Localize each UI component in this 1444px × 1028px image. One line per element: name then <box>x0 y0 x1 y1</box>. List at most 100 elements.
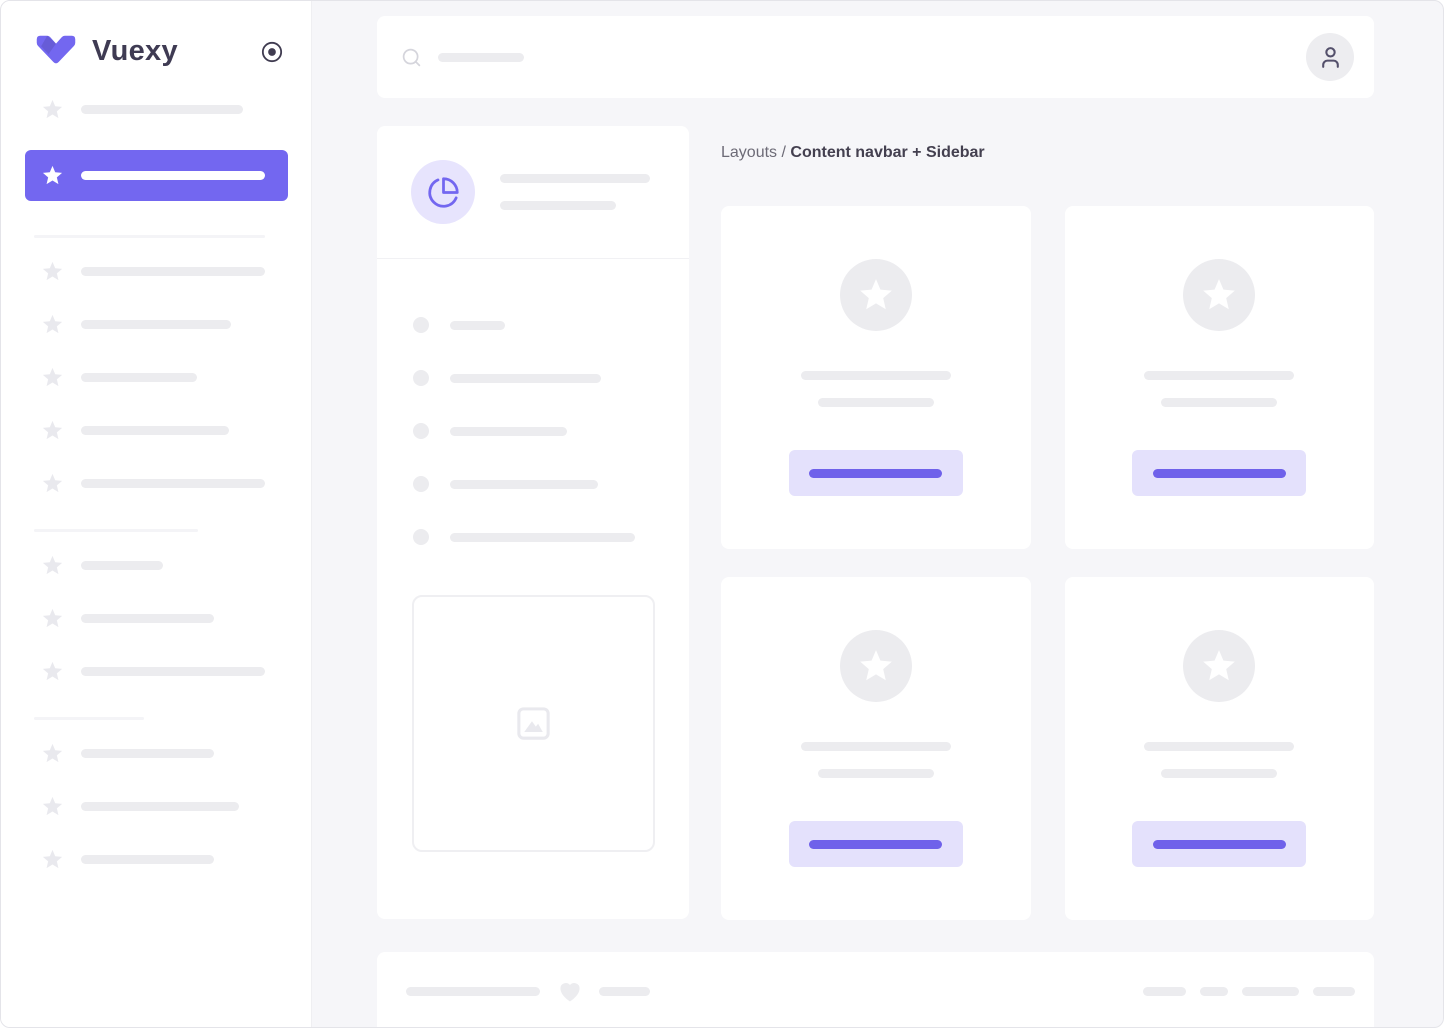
menu-label-placeholder <box>81 854 214 864</box>
list-item <box>413 317 665 333</box>
vuexy-v-logo-icon <box>36 35 76 64</box>
title-placeholder <box>500 174 650 183</box>
sidebar-section-divider <box>34 235 265 238</box>
star-icon <box>42 367 63 386</box>
main-area: Layouts / Content navbar + Sidebar <box>312 1 1443 1027</box>
card-button[interactable] <box>788 821 963 867</box>
card-line-placeholder <box>1144 371 1295 380</box>
avatar-button[interactable] <box>1306 33 1354 81</box>
menu-label-placeholder <box>81 560 163 570</box>
list-label-placeholder <box>450 532 635 542</box>
menu-label-placeholder <box>81 666 265 676</box>
heart-icon <box>560 983 580 1002</box>
sidebar-menu-item[interactable] <box>41 794 287 818</box>
star-icon <box>42 420 63 439</box>
brand-header: Vuexy <box>1 1 311 69</box>
brand-name: Vuexy <box>92 35 178 67</box>
sidebar-menu-item[interactable] <box>41 312 287 336</box>
star-icon <box>42 99 63 118</box>
list-label-placeholder <box>450 373 601 383</box>
menu-label-placeholder <box>81 801 239 811</box>
breadcrumb: Layouts / Content navbar + Sidebar <box>721 126 1374 162</box>
card-button-label-placeholder <box>1152 839 1286 849</box>
sidebar-menu-item[interactable] <box>41 553 287 577</box>
footer-placeholder-bar <box>1200 986 1228 996</box>
footer-placeholder-bar <box>599 986 650 996</box>
list-item <box>413 476 665 492</box>
card-line-placeholder <box>800 742 951 751</box>
bullet-dot <box>413 370 429 386</box>
list-item <box>413 370 665 386</box>
sidebar-section-divider <box>34 717 144 720</box>
star-icon <box>1203 279 1236 310</box>
card-line-placeholder <box>817 769 934 778</box>
search-icon <box>402 48 421 66</box>
cards-grid <box>721 206 1374 920</box>
list-label-placeholder <box>450 426 567 436</box>
star-icon <box>42 796 63 815</box>
user-icon <box>1321 46 1339 68</box>
skeleton-card <box>1064 577 1374 920</box>
detail-card-list <box>377 259 689 545</box>
star-icon <box>42 661 63 680</box>
sidebar-menu-item[interactable] <box>41 97 287 121</box>
breadcrumb-separator: / <box>777 144 791 161</box>
card-line-placeholder <box>1144 742 1295 751</box>
right-column: Layouts / Content navbar + Sidebar <box>721 126 1374 920</box>
footer-placeholder-bar <box>1242 986 1299 996</box>
image-placeholder <box>411 595 655 852</box>
sidebar-menu-item[interactable] <box>41 606 287 630</box>
sidebar: Vuexy <box>1 1 312 1027</box>
star-badge <box>1183 630 1256 702</box>
card-line-placeholder <box>800 371 951 380</box>
sidebar-menu-item[interactable] <box>41 741 287 765</box>
star-icon <box>42 608 63 627</box>
star-badge <box>1183 259 1256 331</box>
search-placeholder-bar <box>438 52 524 62</box>
star-icon <box>42 314 63 333</box>
menu-label-placeholder <box>81 319 231 329</box>
card-button[interactable] <box>788 450 963 496</box>
bullet-dot <box>413 476 429 492</box>
footer-placeholder-bar <box>406 986 540 996</box>
skeleton-card <box>1064 206 1374 549</box>
menu-label-placeholder <box>81 748 214 758</box>
breadcrumb-parent[interactable]: Layouts <box>721 144 778 161</box>
footer-placeholder-bar <box>1313 986 1355 996</box>
card-button[interactable] <box>1132 450 1307 496</box>
menu-label-placeholder <box>81 372 197 382</box>
menu-label-placeholder <box>81 478 265 488</box>
list-item <box>413 529 665 545</box>
bullet-dot <box>413 423 429 439</box>
bullet-dot <box>413 529 429 545</box>
sidebar-menu-item[interactable] <box>41 418 287 442</box>
star-icon <box>42 849 63 868</box>
card-button-label-placeholder <box>809 839 943 849</box>
menu-label-placeholder <box>81 613 214 623</box>
star-icon <box>1203 650 1236 681</box>
search-field[interactable] <box>401 47 524 68</box>
sidebar-menu-item[interactable] <box>41 659 287 683</box>
menu-label-placeholder <box>81 171 265 180</box>
star-icon <box>859 650 892 681</box>
card-line-placeholder <box>1161 769 1278 778</box>
sidebar-menu-item[interactable] <box>41 365 287 389</box>
detail-card <box>377 126 689 919</box>
radio-dot-icon[interactable] <box>261 41 283 63</box>
footer <box>377 952 1374 1027</box>
sidebar-menu-item[interactable] <box>41 847 287 871</box>
card-button[interactable] <box>1132 821 1307 867</box>
sidebar-menu-item-active[interactable] <box>25 150 288 201</box>
menu-label-placeholder <box>81 425 229 435</box>
footer-placeholder-bar <box>1143 986 1186 996</box>
skeleton-card <box>721 577 1031 920</box>
star-icon <box>42 165 63 185</box>
sidebar-menu-item[interactable] <box>41 471 287 495</box>
sidebar-menu-item[interactable] <box>41 259 287 283</box>
star-icon <box>42 473 63 492</box>
card-line-placeholder <box>1161 398 1278 407</box>
pie-chart-badge <box>411 160 475 224</box>
menu-label-placeholder <box>81 104 243 114</box>
list-label-placeholder <box>450 320 505 330</box>
image-icon <box>516 707 550 740</box>
